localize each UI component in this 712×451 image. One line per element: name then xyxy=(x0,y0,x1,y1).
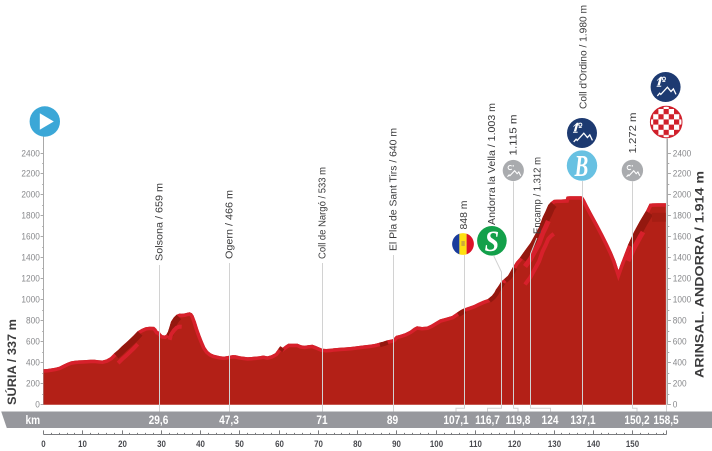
svg-text:400: 400 xyxy=(673,357,687,367)
svg-text:60: 60 xyxy=(275,439,284,450)
svg-text:1200: 1200 xyxy=(673,273,692,283)
svg-text:1.115 m: 1.115 m xyxy=(509,115,520,156)
svg-text:S: S xyxy=(485,225,500,258)
svg-text:20: 20 xyxy=(118,439,127,450)
svg-text:1000: 1000 xyxy=(673,294,692,304)
svg-text:100: 100 xyxy=(430,439,443,450)
svg-text:2200: 2200 xyxy=(21,168,40,178)
svg-text:El Pla de Sant Tirs / 640 m: El Pla de Sant Tirs / 640 m xyxy=(388,128,399,251)
svg-text:2400: 2400 xyxy=(21,148,40,158)
svg-text:140: 140 xyxy=(587,439,600,450)
svg-text:1.272 m: 1.272 m xyxy=(628,113,639,154)
svg-text:80: 80 xyxy=(353,439,362,450)
svg-text:km: km xyxy=(26,414,41,427)
svg-text:800: 800 xyxy=(26,315,40,325)
svg-text:137,1: 137,1 xyxy=(570,414,595,427)
svg-text:124: 124 xyxy=(542,414,559,427)
svg-text:ARINSAL. ANDORRA / 1.914 m: ARINSAL. ANDORRA / 1.914 m xyxy=(693,171,707,378)
svg-text:2000: 2000 xyxy=(673,189,692,199)
svg-text:1800: 1800 xyxy=(21,210,40,220)
svg-text:600: 600 xyxy=(673,336,687,346)
svg-text:30: 30 xyxy=(157,439,166,450)
svg-text:119,8: 119,8 xyxy=(506,414,531,427)
svg-text:Andorra la Vella / 1.003 m: Andorra la Vella / 1.003 m xyxy=(487,103,498,225)
svg-text:10: 10 xyxy=(78,439,87,450)
svg-text:B: B xyxy=(574,149,588,183)
svg-text:Coll de Nargó / 533 m: Coll de Nargó / 533 m xyxy=(318,167,329,259)
svg-text:110: 110 xyxy=(469,439,482,450)
svg-text:2200: 2200 xyxy=(673,168,692,178)
svg-text:1800: 1800 xyxy=(673,210,692,220)
svg-text:120: 120 xyxy=(508,439,521,450)
svg-text:1000: 1000 xyxy=(21,294,40,304)
svg-text:2400: 2400 xyxy=(673,148,692,158)
svg-text:2000: 2000 xyxy=(21,189,40,199)
svg-text:0: 0 xyxy=(41,439,46,450)
svg-text:200: 200 xyxy=(26,378,40,388)
svg-text:0: 0 xyxy=(673,399,678,409)
svg-text:848 m: 848 m xyxy=(459,201,470,230)
svg-text:600: 600 xyxy=(26,336,40,346)
svg-text:Ogern / 466 m: Ogern / 466 m xyxy=(225,190,236,259)
svg-text:200: 200 xyxy=(673,378,687,388)
svg-text:150,2: 150,2 xyxy=(624,414,649,427)
svg-text:29,6: 29,6 xyxy=(149,414,169,427)
svg-text:1400: 1400 xyxy=(673,252,692,262)
svg-text:116,7: 116,7 xyxy=(475,414,500,427)
svg-text:90: 90 xyxy=(392,439,401,450)
svg-text:1400: 1400 xyxy=(21,252,40,262)
svg-text:89: 89 xyxy=(387,414,398,427)
svg-text:Encamp / 1.312 m: Encamp / 1.312 m xyxy=(533,157,544,234)
svg-text:70: 70 xyxy=(314,439,323,450)
svg-text:40: 40 xyxy=(196,439,205,450)
svg-text:130: 130 xyxy=(548,439,561,450)
svg-text:150: 150 xyxy=(626,439,639,450)
svg-text:1600: 1600 xyxy=(673,231,692,241)
svg-text:800: 800 xyxy=(673,315,687,325)
svg-text:SÚRIA / 337 m: SÚRIA / 337 m xyxy=(4,319,19,405)
svg-text:0: 0 xyxy=(35,399,40,409)
svg-text:Solsona / 659 m: Solsona / 659 m xyxy=(155,183,166,261)
svg-text:107,1: 107,1 xyxy=(443,414,468,427)
svg-text:47,3: 47,3 xyxy=(219,414,239,427)
svg-text:158,5: 158,5 xyxy=(653,414,678,427)
svg-text:1200: 1200 xyxy=(21,273,40,283)
svg-text:50: 50 xyxy=(235,439,244,450)
svg-text:1600: 1600 xyxy=(21,231,40,241)
svg-text:400: 400 xyxy=(26,357,40,367)
svg-text:71: 71 xyxy=(316,414,327,427)
svg-text:Coll d'Ordino / 1.980 m: Coll d'Ordino / 1.980 m xyxy=(579,5,590,109)
